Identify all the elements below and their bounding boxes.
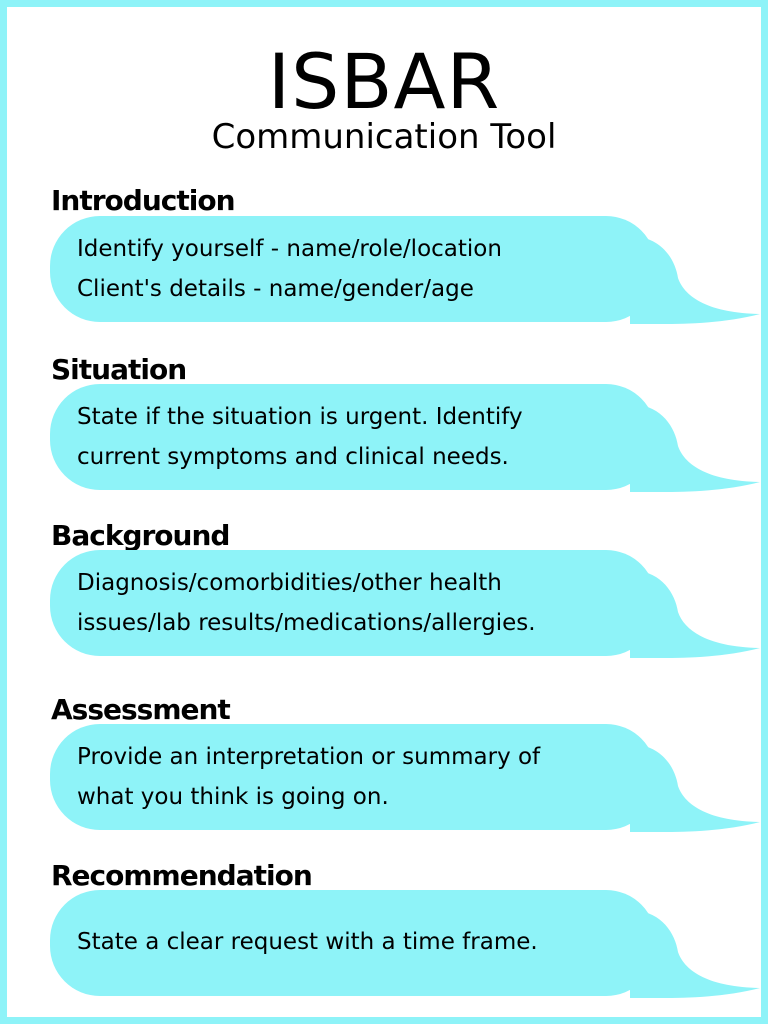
speech-bubble-tail-icon — [630, 236, 760, 324]
section-heading-background: Background — [51, 519, 230, 552]
speech-bubble-assessment: Provide an interpretation or summary of … — [50, 724, 760, 832]
speech-bubble-tail-icon — [630, 744, 760, 832]
section-text-situation: State if the situation is urgent. Identi… — [77, 404, 523, 470]
section-heading-recommendation: Recommendation — [51, 859, 313, 892]
section-text-introduction: Identify yourself - name/role/location C… — [77, 236, 502, 302]
section-text-assessment: Provide an interpretation or summary of … — [77, 744, 541, 810]
speech-bubble-recommendation: State a clear request with a time frame. — [50, 890, 760, 998]
speech-bubble-introduction: Identify yourself - name/role/location C… — [50, 216, 760, 324]
section-heading-assessment: Assessment — [51, 693, 231, 726]
speech-bubble-situation: State if the situation is urgent. Identi… — [50, 384, 760, 492]
section-heading-situation: Situation — [51, 353, 187, 386]
page-subtitle: Communication Tool — [211, 117, 557, 157]
speech-bubble-background: Diagnosis/comorbidities/other health iss… — [50, 550, 760, 658]
section-text-recommendation: State a clear request with a time frame. — [77, 929, 538, 955]
speech-bubble-tail-icon — [630, 570, 760, 658]
section-heading-introduction: Introduction — [51, 184, 236, 217]
page-title: ISBAR — [267, 37, 501, 126]
speech-bubble-tail-icon — [630, 404, 760, 492]
speech-bubble-tail-icon — [630, 910, 760, 998]
section-text-background: Diagnosis/comorbidities/other health iss… — [77, 570, 536, 636]
